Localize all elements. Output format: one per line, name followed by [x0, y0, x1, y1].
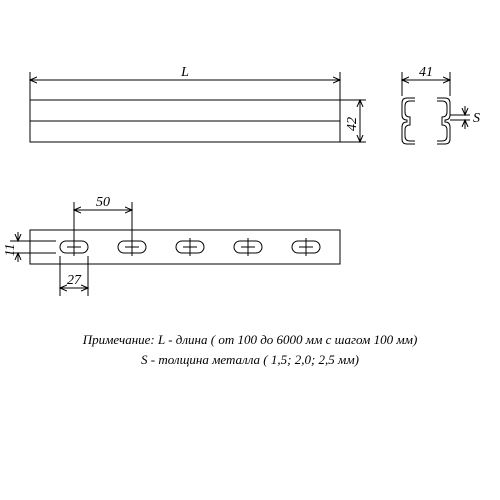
top-view: 50 11 27 — [3, 195, 340, 296]
note-line-2: S - толщина металла ( 1,5; 2,0; 2,5 мм) — [0, 350, 500, 370]
dim-27: 27 — [67, 273, 82, 288]
dim-S: S — [473, 111, 480, 126]
dim-41: 41 — [419, 65, 433, 80]
side-view: L 42 — [30, 65, 366, 142]
dim-50: 50 — [96, 195, 110, 210]
profile-view: 41 S — [402, 65, 480, 144]
dim-L: L — [180, 65, 189, 80]
dim-11: 11 — [3, 244, 18, 257]
technical-drawing: L 42 41 S — [0, 0, 500, 330]
notes-block: Примечание: L - длина ( от 100 до 6000 м… — [0, 330, 500, 369]
dim-42: 42 — [345, 117, 360, 131]
note-line-1: Примечание: L - длина ( от 100 до 6000 м… — [0, 330, 500, 350]
slots — [60, 238, 320, 256]
